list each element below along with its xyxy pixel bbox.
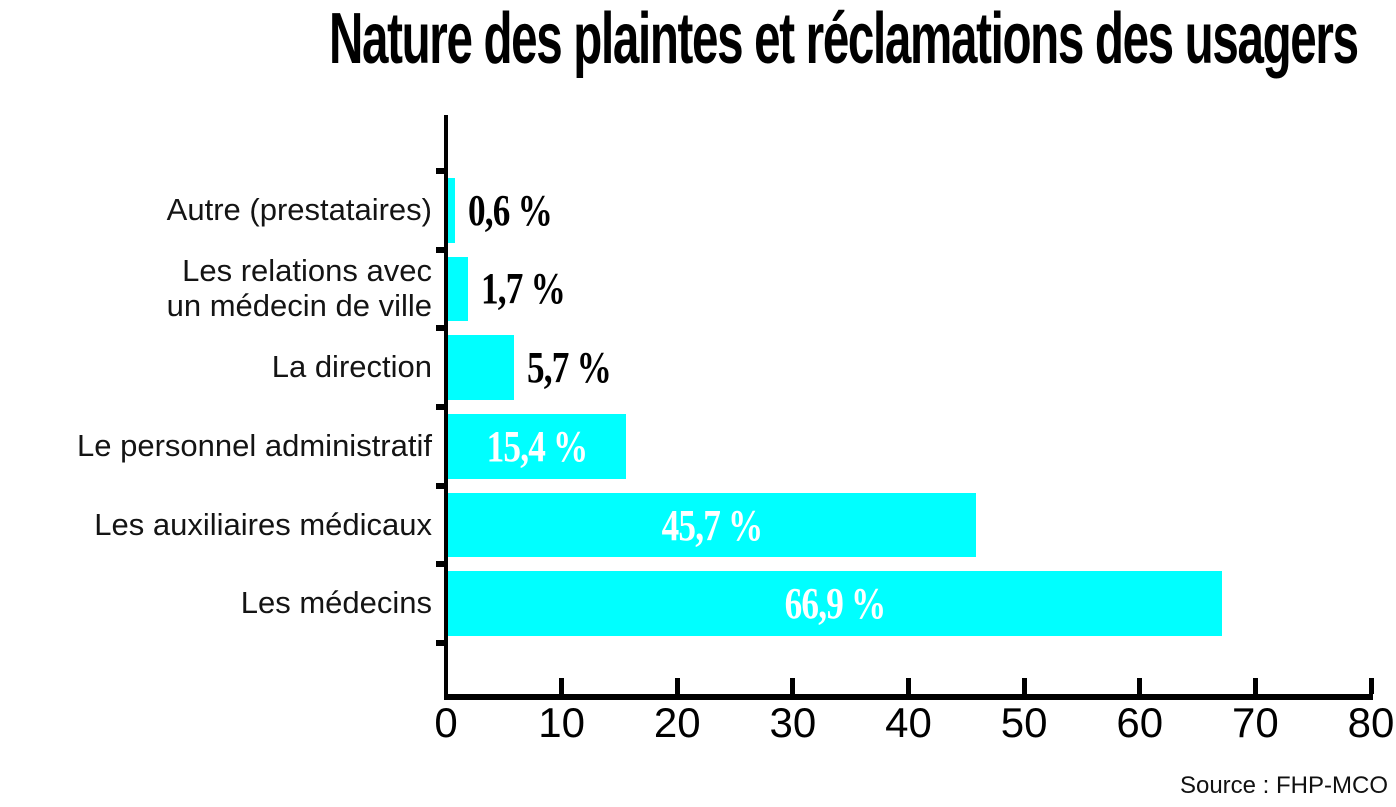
value-label-text: 45,7 % [661,500,764,550]
value-label-text: 66,9 % [784,579,886,629]
bar [448,335,514,400]
category-label: Le personnel administratif [77,427,432,463]
category-label: Les médecins [240,585,432,621]
value-label-text: 5,7 % [526,343,612,393]
x-axis-tick-label: 20 [653,699,701,746]
x-axis-tick-label: 80 [1347,699,1395,746]
y-axis-boundary-tick [436,482,446,489]
bar [448,178,455,243]
value-label: 0,6 % [468,178,573,243]
value-label: 1,7 % [481,257,586,322]
value-label-text: 0,6 % [467,185,553,235]
chart-title-text: Nature des plaintes et réclamations des … [328,0,1359,79]
y-axis-boundary-tick [436,561,446,568]
y-axis-boundary-tick [436,246,446,253]
y-axis-line [444,115,448,700]
bar [448,571,1222,636]
value-label: 66,9 % [448,571,1222,636]
chart-title: Nature des plaintes et réclamations des … [0,0,1396,79]
bar [448,414,627,479]
x-axis-tick [1252,678,1258,694]
x-axis-tick-label: 50 [1000,699,1048,746]
x-axis-tick-label: 30 [769,699,817,746]
x-axis-tick-label: 70 [1232,699,1279,746]
source-credit: Source : FHP-MCO [1179,772,1388,799]
bar [448,256,468,322]
category-label: Autre (prestataires) [166,191,432,227]
value-label: 15,4 % [448,414,626,479]
x-axis-tick [674,678,680,694]
value-label: 45,7 % [448,493,976,558]
x-axis-line [444,694,1373,700]
y-axis-boundary-tick [436,325,446,332]
x-axis-tick [790,678,796,694]
x-axis-tick [1368,678,1374,694]
x-axis-tick [906,678,911,694]
x-axis-tick [1137,678,1143,694]
x-axis-tick-label: 60 [1116,699,1164,746]
x-axis-tick-label: 40 [885,699,932,746]
y-axis-boundary-tick [436,404,446,410]
y-axis-boundary-tick [436,640,446,647]
category-label: La direction [271,349,432,385]
value-label-text: 1,7 % [480,264,566,314]
y-axis-boundary-tick [436,168,446,174]
value-label-text: 15,4 % [486,421,589,471]
x-axis-tick-label: 0 [434,699,458,746]
category-label: Les auxiliaires médicaux [94,506,432,542]
category-label: Les relations avec un médecin de ville [166,253,432,323]
value-label: 5,7 % [527,335,632,400]
x-axis-tick-label: 10 [538,699,585,746]
x-axis-tick [1021,678,1027,694]
bar [448,492,977,558]
x-axis-tick [559,678,565,694]
